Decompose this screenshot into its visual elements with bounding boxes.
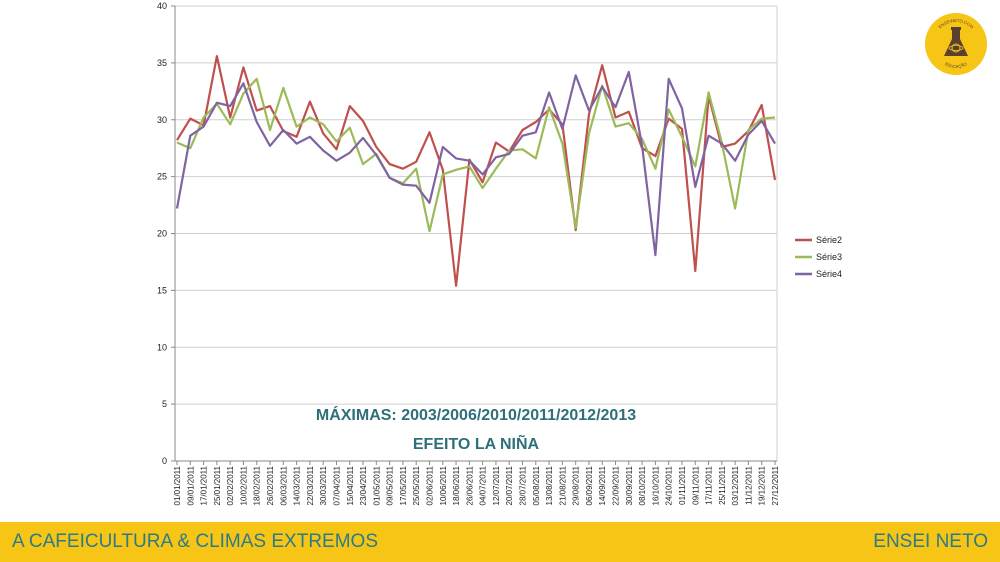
x-tick-label: 01/01/2011 — [173, 465, 182, 505]
x-tick-label: 17/11/2011 — [705, 465, 714, 504]
legend-label: Série3 — [816, 252, 842, 262]
footer-bar: A CAFEICULTURA & CLIMAS EXTREMOS ENSEI N… — [0, 522, 1000, 562]
x-tick-label: 24/10/2011 — [665, 465, 674, 505]
legend-label: Série4 — [816, 269, 842, 279]
footer-title: A CAFEICULTURA & CLIMAS EXTREMOS — [12, 531, 379, 552]
x-tick-label: 18/06/2011 — [452, 465, 461, 505]
y-tick-label: 20 — [157, 229, 167, 239]
x-tick-label: 06/09/2011 — [585, 465, 594, 505]
y-tick-labels: 0 5 10 15 20 25 30 35 40 — [157, 1, 167, 466]
x-tick-label: 25/05/2011 — [412, 465, 421, 505]
gridlines — [175, 5, 777, 462]
x-tick-label: 02/02/2011 — [226, 465, 235, 505]
series-lines — [175, 54, 777, 287]
x-tick-label: 09/05/2011 — [386, 465, 395, 505]
ensei-neto-logo: ENSEINETO.COM EDUCAÇÃO — [925, 13, 987, 75]
x-tick-label: 12/07/2011 — [492, 465, 501, 505]
x-tick-label: 04/07/2011 — [479, 465, 488, 505]
x-tick-label: 30/09/2011 — [625, 465, 634, 505]
x-tick-label: 18/02/2011 — [253, 465, 262, 505]
x-tick-label: 05/08/2011 — [532, 465, 541, 505]
x-tick-label: 26/06/2011 — [465, 465, 474, 505]
x-tick-label: 10/02/2011 — [239, 465, 248, 505]
chart-annotation-maximas: MÁXIMAS: 2003/2006/2010/2011/2012/2013 — [315, 407, 637, 424]
x-tick-label: 09/01/2011 — [186, 465, 195, 505]
x-tick-label: 25/01/2011 — [213, 465, 222, 505]
x-tick-label: 09/11/2011 — [691, 465, 700, 504]
x-tick-label: 14/03/2011 — [293, 465, 302, 505]
x-tick-label: 16/10/2011 — [651, 465, 660, 505]
y-tick-label: 0 — [162, 456, 167, 466]
footer-author: ENSEI NETO — [873, 531, 988, 552]
x-tick-label: 11/12/2011 — [744, 465, 753, 504]
x-tick-labels: 01/01/2011 09/01/2011 17/01/2011 25/01/2011… — [173, 465, 780, 505]
x-tick-label: 03/12/2011 — [731, 465, 740, 505]
x-tick-label: 13/08/2011 — [545, 465, 554, 505]
series-line-2 — [176, 54, 777, 287]
x-tick-label: 17/01/2011 — [200, 465, 209, 505]
x-tick-label: 30/03/2011 — [319, 465, 328, 505]
x-tick-label: 19/12/2011 — [758, 465, 767, 505]
y-tick-label: 5 — [162, 399, 167, 409]
y-tick-label: 30 — [157, 115, 167, 125]
x-tick-label: 20/07/2011 — [505, 465, 514, 505]
x-tick-label: 02/06/2011 — [425, 465, 434, 505]
series-line-3 — [176, 77, 776, 233]
y-tick-label: 15 — [157, 285, 167, 295]
logo-text-bottom: EDUCAÇÃO — [944, 61, 968, 69]
x-tick-label: 26/02/2011 — [266, 465, 275, 505]
x-tick-label: 01/05/2011 — [372, 465, 381, 505]
x-tick-label: 10/06/2011 — [439, 465, 448, 505]
chart-annotation-la-nina: EFEITO LA NIÑA — [412, 436, 540, 453]
x-tick-label: 28/07/2011 — [519, 465, 528, 505]
y-tick-label: 10 — [157, 342, 167, 352]
x-tick-label: 21/08/2011 — [558, 465, 567, 505]
x-tick-label: 22/03/2011 — [306, 465, 315, 505]
x-tick-label: 25/11/2011 — [718, 465, 727, 504]
legend-label: Série2 — [816, 235, 842, 245]
x-tick-label: 22/09/2011 — [612, 465, 621, 505]
x-tick-label: 27/12/2011 — [771, 465, 780, 505]
x-tick-label: 17/05/2011 — [399, 465, 408, 505]
y-tick-label: 35 — [157, 58, 167, 68]
x-tick-label: 08/10/2011 — [638, 465, 647, 505]
axes — [171, 5, 778, 465]
legend: Série2 Série3 Série4 — [795, 235, 842, 279]
x-tick-label: 29/08/2011 — [572, 465, 581, 505]
x-tick-label: 07/04/2011 — [332, 465, 341, 505]
chart: 0 5 10 15 20 25 30 35 40 01/01/2011 09/01/2011 17/… — [157, 1, 842, 505]
y-tick-label: 25 — [157, 172, 167, 182]
x-tick-label: 06/03/2011 — [279, 465, 288, 505]
x-tick-label: 15/04/2011 — [346, 465, 355, 505]
x-tick-label: 14/09/2011 — [598, 465, 607, 505]
series-line-4 — [175, 70, 776, 257]
x-tick-label: 01/11/2011 — [678, 465, 687, 504]
y-tick-label: 40 — [157, 1, 167, 11]
x-tick-label: 23/04/2011 — [359, 465, 368, 505]
